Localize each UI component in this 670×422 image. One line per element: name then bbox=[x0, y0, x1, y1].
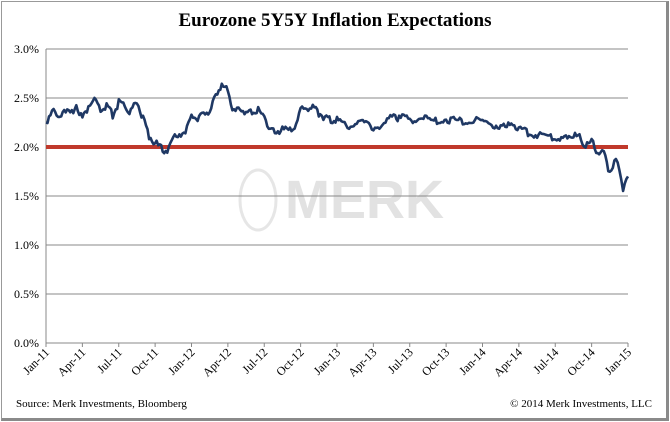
y-tick-label: 1.0% bbox=[14, 238, 39, 252]
x-tick-label: Apr-13 bbox=[345, 345, 379, 379]
chart-title: Eurozone 5Y5Y Inflation Expectations bbox=[178, 10, 492, 31]
watermark-text: MERK bbox=[285, 170, 444, 230]
y-tick-label: 2.5% bbox=[14, 91, 39, 105]
x-tick-label: Jan-11 bbox=[20, 345, 52, 377]
x-tick-label: Oct-14 bbox=[564, 345, 597, 378]
series-line-5y5y bbox=[45, 82, 630, 193]
copyright-note: © 2014 Merk Investments, LLC bbox=[510, 398, 652, 410]
x-tick-label: Apr-14 bbox=[491, 345, 525, 379]
x-tick-label: Jul-11 bbox=[94, 345, 125, 376]
y-tick-label: 0.5% bbox=[14, 287, 39, 301]
source-note: Source: Merk Investments, Bloomberg bbox=[16, 398, 187, 410]
y-tick-label: 3.0% bbox=[14, 42, 39, 56]
x-tick-label: Jan-12 bbox=[165, 345, 198, 378]
y-tick-label: 0.0% bbox=[14, 336, 39, 350]
x-tick-label: Jul-12 bbox=[239, 345, 270, 376]
x-tick-label: Apr-11 bbox=[55, 345, 89, 379]
x-tick-label: Jul-14 bbox=[530, 345, 561, 376]
x-tick-label: Jan-14 bbox=[456, 345, 489, 378]
x-tick-label: Oct-11 bbox=[128, 345, 161, 378]
x-tick-label: Apr-12 bbox=[200, 345, 234, 379]
y-tick-label: 1.5% bbox=[14, 189, 39, 203]
x-tick-label: Jan-13 bbox=[311, 345, 344, 378]
merk-watermark: MERK bbox=[238, 168, 444, 232]
owl-logo-icon bbox=[238, 168, 278, 232]
x-tick-label: Oct-13 bbox=[419, 345, 452, 378]
y-tick-label: 2.0% bbox=[14, 140, 39, 154]
x-tick-label: Jan-15 bbox=[602, 345, 635, 378]
x-tick-label: Jul-13 bbox=[385, 345, 416, 376]
x-tick-label: Oct-12 bbox=[273, 345, 306, 378]
